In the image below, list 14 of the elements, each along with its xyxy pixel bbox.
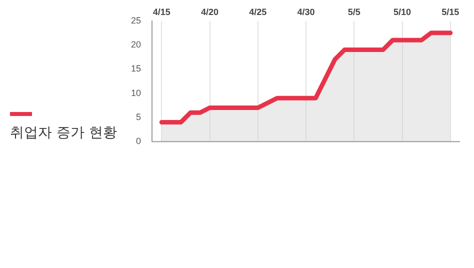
x-tick-label: 4/25 xyxy=(249,6,267,17)
x-tick-label: 4/20 xyxy=(200,6,219,17)
x-tick-label: 4/15 xyxy=(152,6,170,17)
y-tick-label: 20 xyxy=(130,39,142,50)
y-tick-label: 5 xyxy=(136,112,142,122)
y-tick-label: 0 xyxy=(136,136,142,146)
y-tick-label: 25 xyxy=(130,15,142,26)
x-tick-label: 5/10 xyxy=(393,6,412,17)
y-tick-label: 10 xyxy=(130,88,142,98)
text: 취업자 증가 현황 xyxy=(10,124,117,142)
y-tick-label: 15 xyxy=(130,64,142,74)
x-tick-label: 5/15 xyxy=(442,6,460,17)
x-tick-label: 5/5 xyxy=(348,6,360,17)
x-tick-label: 4/30 xyxy=(297,6,315,17)
